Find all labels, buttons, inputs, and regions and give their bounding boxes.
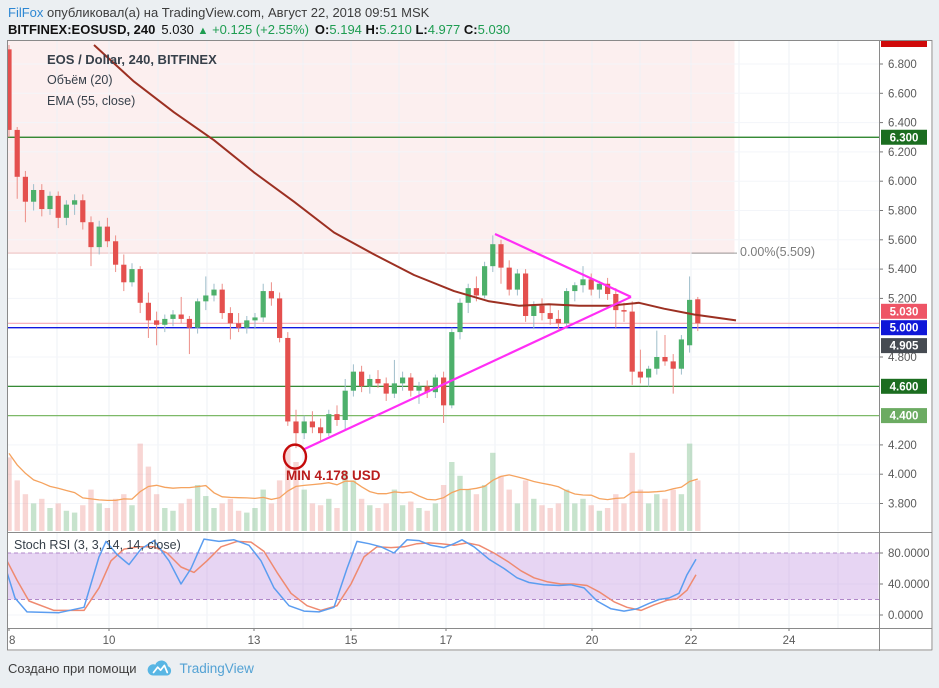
svg-text:5.400: 5.400 [888, 264, 917, 276]
close-value: 5.030 [477, 22, 511, 37]
legend-volume-study[interactable]: Объём (20) [47, 73, 113, 87]
svg-text:4.600: 4.600 [890, 381, 919, 393]
symbol-line: BITFINEX:EOSUSD, 240 5.030 ▲ +0.125 (+2.5… [8, 21, 928, 38]
svg-text:13: 13 [248, 635, 261, 647]
last-price: 5.030 [161, 22, 194, 37]
legend-ema-study[interactable]: EMA (55, close) [47, 94, 136, 108]
open-label: O: [314, 22, 330, 37]
low-label: L: [415, 22, 428, 37]
svg-text:20: 20 [586, 635, 599, 647]
stoch-band [7, 553, 879, 600]
svg-text:80.0000: 80.0000 [888, 548, 930, 560]
svg-text:5.600: 5.600 [888, 235, 917, 247]
svg-text:6.000: 6.000 [888, 176, 917, 188]
chart-legend: EOS / Dollar, 240, BITFINEX Объём (20) E… [47, 49, 217, 112]
high-label: H: [365, 22, 380, 37]
symbol-name[interactable]: BITFINEX:EOSUSD, 240 [8, 22, 156, 37]
svg-text:0.0000: 0.0000 [888, 610, 923, 622]
up-arrow-icon: ▲ [197, 25, 209, 37]
svg-text:5.200: 5.200 [888, 293, 917, 305]
svg-text:17: 17 [440, 635, 453, 647]
svg-text:22: 22 [685, 635, 698, 647]
author-link[interactable]: FilFox [8, 5, 44, 20]
svg-text:40.0000: 40.0000 [888, 579, 930, 591]
chart-widget[interactable]: 6.800 6.600 6.400 6.200 6.000 5.800 5.600 5.400… [7, 40, 933, 651]
svg-text:8: 8 [9, 635, 15, 647]
svg-text:4.000: 4.000 [888, 469, 917, 481]
price-chart-canvas[interactable]: 6.800 6.600 6.400 6.200 6.000 5.800 5.600 5.400… [7, 40, 933, 651]
publish-line: FilFox опубликовал(а) на TradingView.com… [8, 4, 928, 21]
svg-text:10: 10 [103, 635, 116, 647]
svg-text:4.905: 4.905 [890, 341, 919, 353]
tradingview-logo-icon[interactable] [147, 659, 174, 677]
tradingview-brand-link[interactable]: TradingView [179, 660, 254, 676]
svg-text:3.800: 3.800 [888, 499, 917, 511]
stoch-rsi-label[interactable]: Stoch RSI (3, 3, 14, 14, close) [14, 538, 181, 552]
svg-text:6.300: 6.300 [890, 132, 919, 144]
price-change: +0.125 (+2.55%) [212, 22, 309, 37]
min-circle-marker [282, 443, 308, 470]
triangle-lower-trendline [303, 295, 632, 451]
svg-text:6.400: 6.400 [888, 118, 917, 130]
high-value: 5.210 [379, 22, 412, 37]
svg-text:6.200: 6.200 [888, 147, 917, 159]
ema-line [93, 44, 737, 322]
svg-text:15: 15 [345, 635, 358, 647]
svg-text:4.800: 4.800 [888, 352, 917, 364]
svg-text:4.400: 4.400 [890, 411, 919, 423]
min-price-annotation: MIN 4.178 USD [286, 468, 381, 483]
close-label: C: [463, 22, 478, 37]
created-with-text: Создано при помощи [8, 660, 137, 676]
svg-text:5.000: 5.000 [890, 323, 919, 335]
publish-text: опубликовал(а) на TradingView.com, Авгус… [47, 5, 430, 20]
svg-text:24: 24 [783, 635, 796, 647]
fib-level-label: 0.00%(5.509) [740, 245, 816, 259]
svg-text:5.030: 5.030 [890, 306, 919, 318]
stoch-k-line [7, 538, 697, 614]
header: FilFox опубликовал(а) на TradingView.com… [8, 4, 928, 38]
svg-text:5.800: 5.800 [888, 206, 917, 218]
low-value: 4.977 [427, 22, 461, 37]
svg-text:6.800: 6.800 [888, 59, 917, 71]
footer: Создано при помощи TradingView [8, 657, 254, 679]
volume-ma-line [8, 453, 698, 502]
triangle-upper-trendline [494, 232, 632, 298]
open-value: 5.194 [329, 22, 362, 37]
legend-symbol[interactable]: EOS / Dollar, 240, BITFINEX [47, 52, 217, 67]
svg-text:6.600: 6.600 [888, 88, 917, 100]
candles [7, 44, 701, 449]
svg-text:4.200: 4.200 [888, 440, 917, 452]
